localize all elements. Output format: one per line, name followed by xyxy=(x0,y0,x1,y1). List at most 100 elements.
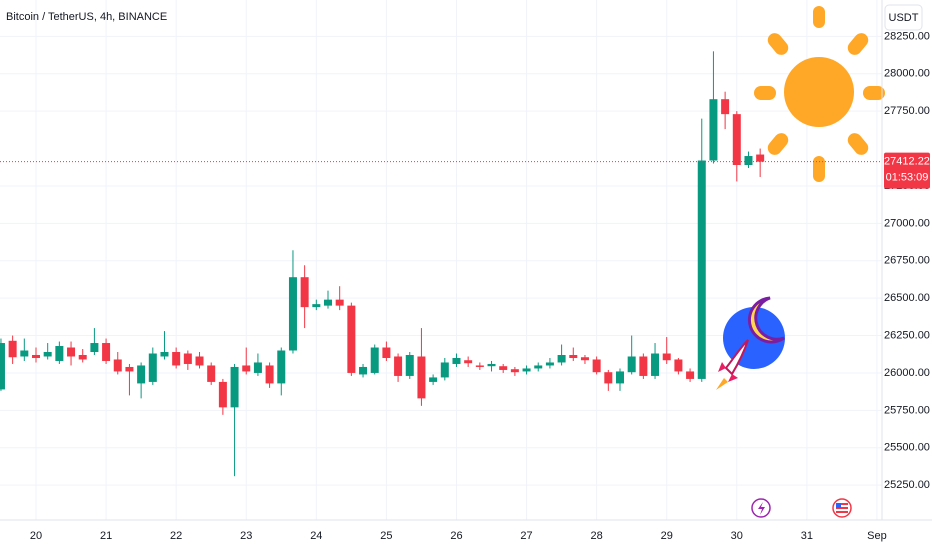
candle-body xyxy=(183,353,192,364)
candle-body xyxy=(697,160,706,379)
y-tick-label: 27000.00 xyxy=(884,217,930,229)
candle-body xyxy=(242,365,251,372)
rocket-icon xyxy=(716,339,749,390)
candle-body xyxy=(429,377,438,382)
x-tick-label: 28 xyxy=(591,530,603,542)
x-tick-label: 29 xyxy=(661,530,673,542)
grid xyxy=(0,0,882,520)
candle-body xyxy=(277,350,286,384)
candle-body xyxy=(335,299,344,306)
candle-body xyxy=(172,352,181,366)
candle-body xyxy=(662,353,671,361)
y-tick-label: 26000.00 xyxy=(884,367,930,379)
x-tick-label: 20 xyxy=(30,530,42,542)
candle-body xyxy=(78,354,87,360)
candle-body xyxy=(686,371,695,379)
candle-body xyxy=(756,154,765,162)
candle-body xyxy=(475,365,484,367)
y-tick-label: 25250.00 xyxy=(884,479,930,491)
last-price: 27412.22 01:53:09 xyxy=(0,152,930,189)
candle-body xyxy=(405,354,414,376)
candle-body xyxy=(487,363,496,367)
candle-body xyxy=(230,366,239,408)
candle-body xyxy=(394,356,403,376)
candle-body xyxy=(300,277,309,308)
candle-body xyxy=(324,299,332,306)
candle-body xyxy=(32,354,40,358)
candle-body xyxy=(148,353,157,382)
x-tick-label: 23 xyxy=(240,530,252,542)
y-tick-label: 28000.00 xyxy=(884,68,930,80)
x-tick-label: 27 xyxy=(520,530,532,542)
candle-body xyxy=(732,114,741,166)
y-tick-label: 26750.00 xyxy=(884,255,930,267)
candle-body xyxy=(55,346,64,361)
candle-body xyxy=(113,359,122,372)
y-tick-label: 26500.00 xyxy=(884,292,930,304)
x-tick-label: 26 xyxy=(450,530,462,542)
candle-body xyxy=(580,357,589,361)
candle-body xyxy=(125,366,134,372)
candle-body xyxy=(744,156,753,166)
candle-body xyxy=(218,381,227,408)
candle-body xyxy=(347,305,356,373)
candle-body xyxy=(651,353,660,376)
candle-body xyxy=(545,362,554,366)
candle-body xyxy=(709,99,718,161)
candle-body xyxy=(160,352,169,357)
y-tick-label: 25500.00 xyxy=(884,442,930,454)
candle-body xyxy=(288,277,297,351)
candle-body xyxy=(90,343,99,353)
candle-body xyxy=(674,359,683,372)
currency-label[interactable]: USDT xyxy=(889,12,919,24)
candle-body xyxy=(195,356,204,366)
candle-body xyxy=(616,371,624,384)
candle-body xyxy=(604,372,613,384)
candle-body xyxy=(499,366,508,370)
candle-body xyxy=(417,356,426,399)
last-price-label: 27412.22 xyxy=(884,156,930,168)
y-tick-label: 27750.00 xyxy=(884,105,930,117)
candle-body xyxy=(312,304,321,308)
last-price-box xyxy=(884,152,930,189)
candle-body xyxy=(8,340,17,358)
y-tick-label: 26250.00 xyxy=(884,329,930,341)
candles xyxy=(0,51,765,477)
candle-body xyxy=(67,347,76,357)
candle-body xyxy=(265,365,274,384)
currency-button[interactable] xyxy=(884,4,923,31)
countdown-label: 01:53:09 xyxy=(886,172,929,184)
chart-title: Bitcoin / TetherUS, 4h, BINANCE xyxy=(6,11,167,23)
x-tick-label: 22 xyxy=(170,530,182,542)
candle-body xyxy=(102,343,111,361)
candle-body xyxy=(592,359,601,373)
candle-body xyxy=(464,360,473,364)
candle-body xyxy=(253,362,262,373)
x-tick-label: 21 xyxy=(100,530,112,542)
candle-body xyxy=(382,347,391,358)
candle-body xyxy=(20,350,29,357)
candle-body xyxy=(440,362,449,378)
candle-body xyxy=(534,365,543,369)
candle-body xyxy=(721,99,730,115)
y-tick-label: 28250.00 xyxy=(884,30,930,42)
x-tick-label: Sep xyxy=(867,530,887,542)
x-tick-label: 31 xyxy=(801,530,813,542)
x-tick-label: 30 xyxy=(731,530,743,542)
y-tick-label: 25750.00 xyxy=(884,404,930,416)
candle-body xyxy=(639,356,648,376)
candle-body xyxy=(359,366,368,375)
sun-icon xyxy=(754,6,885,182)
candle-body xyxy=(569,354,578,358)
candle-body xyxy=(452,357,461,364)
candle-body xyxy=(43,352,52,357)
event-icons xyxy=(751,498,852,518)
x-tick-label: 25 xyxy=(380,530,392,542)
candle-body xyxy=(207,365,216,382)
x-tick-label: 24 xyxy=(310,530,322,542)
candle-body xyxy=(370,347,379,373)
candle-body xyxy=(0,343,5,390)
candle-body xyxy=(627,356,636,373)
